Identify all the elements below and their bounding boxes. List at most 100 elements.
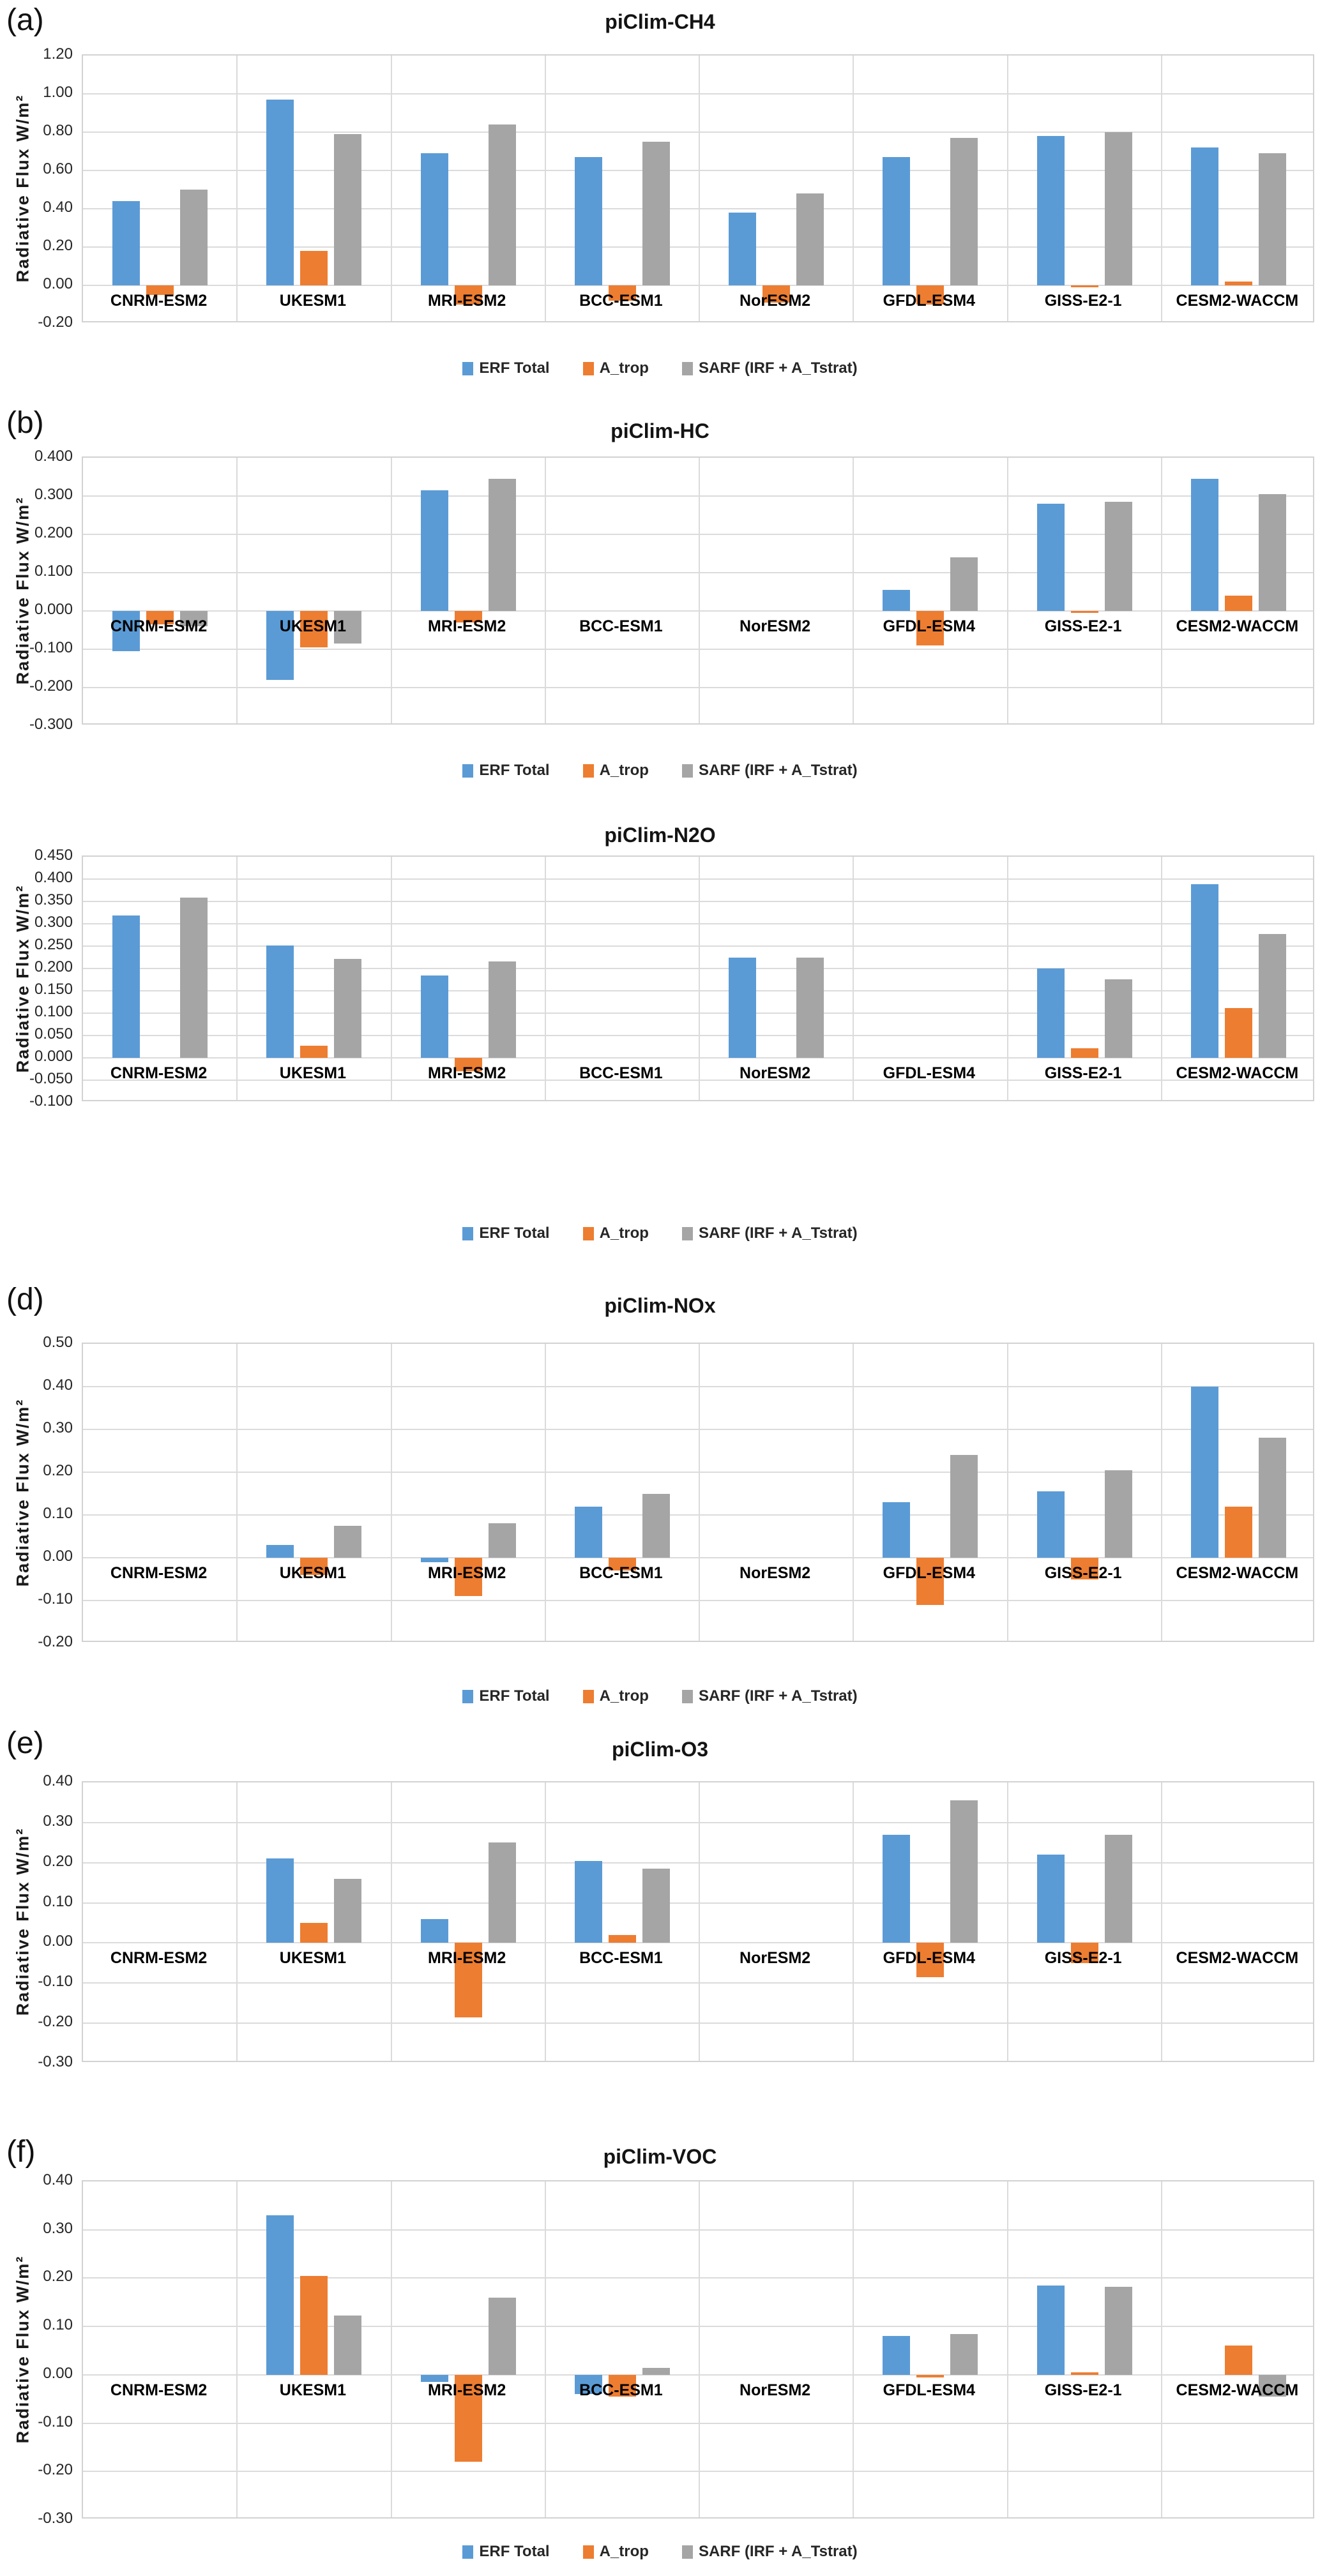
bar-sarf-irf-a-tstrat: [334, 611, 361, 644]
h-gridline: [83, 990, 1313, 991]
bar-a-trop: [609, 1558, 636, 1571]
y-tick-label: 0.30: [43, 1419, 73, 1436]
y-tick-label: 0.40: [43, 1772, 73, 1789]
bar-sarf-irf-a-tstrat: [642, 1869, 670, 1943]
y-tick-label: 0.20: [43, 2268, 73, 2286]
y-tick-label: -0.30: [38, 2510, 73, 2527]
h-gridline: [83, 1514, 1313, 1516]
category-label: CNRM-ESM2: [110, 1064, 208, 1082]
bar-a-trop: [1071, 1558, 1098, 1579]
bar-sarf-irf-a-tstrat: [489, 961, 516, 1058]
category-label: BCC-ESM1: [579, 292, 663, 310]
h-gridline: [83, 2022, 1313, 2024]
legend-item-a-trop: A_trop: [582, 1687, 649, 1705]
h-gridline: [83, 1429, 1313, 1430]
category-label: GFDL-ESM4: [883, 617, 976, 635]
category-separator: [1160, 1344, 1162, 1641]
category-separator: [699, 2181, 700, 2517]
legend-swatch-sarf-irf-a-tstrat: [681, 1226, 693, 1240]
legend-swatch-sarf-irf-a-tstrat: [681, 2545, 693, 2559]
h-gridline: [83, 1013, 1313, 1014]
bar-erf-total: [1037, 1855, 1065, 1943]
h-gridline: [83, 2374, 1313, 2376]
bar-sarf-irf-a-tstrat: [1259, 2374, 1286, 2397]
chart-panel-e: (e) piClim-O3 Radiative Flux W/m² 0.40 0.30 0…: [0, 1711, 1320, 2120]
panel-letter: (a): [6, 3, 44, 37]
bar-sarf-irf-a-tstrat: [334, 959, 361, 1058]
bar-a-trop: [1071, 285, 1098, 287]
category-label: GISS-E2-1: [1044, 617, 1122, 635]
category-label: GFDL-ESM4: [883, 1064, 976, 1082]
h-gridline: [83, 901, 1313, 902]
legend-swatch-a-trop: [582, 361, 594, 375]
category-separator: [1006, 1344, 1008, 1641]
legend-item-erf-total: ERF Total: [462, 762, 550, 780]
chart-panel-c: piClim-N2O Radiative Flux W/m² 0.450 0.400 0…: [0, 785, 1320, 1242]
category-label: MRI-ESM2: [428, 1564, 506, 1582]
h-gridline: [83, 1942, 1313, 1944]
chart-title: piClim-NOx: [604, 1294, 716, 1317]
category-label: MRI-ESM2: [428, 2381, 506, 2399]
y-tick-label: 0.20: [43, 1852, 73, 1870]
category-separator: [236, 458, 238, 723]
h-gridline: [83, 1902, 1313, 1904]
bar-a-trop: [455, 285, 482, 305]
bar-sarf-irf-a-tstrat: [796, 193, 824, 285]
plot-area: [82, 1343, 1314, 1642]
legend-item-a-trop: A_trop: [582, 359, 649, 377]
bar-a-trop: [1225, 1007, 1252, 1058]
category-separator: [544, 857, 546, 1100]
y-tick-label: -0.30: [38, 2053, 73, 2070]
y-tick-label: -0.100: [29, 639, 73, 656]
plot-area: [82, 2180, 1314, 2519]
h-gridline: [83, 93, 1313, 94]
category-separator: [390, 2181, 392, 2517]
h-gridline: [83, 687, 1313, 688]
bar-erf-total: [883, 1834, 910, 1943]
bar-erf-total: [266, 611, 294, 680]
y-tick-label: 0.10: [43, 2316, 73, 2334]
bar-sarf-irf-a-tstrat: [1105, 2287, 1132, 2375]
category-separator: [1160, 56, 1162, 321]
category-separator: [1160, 2181, 1162, 2517]
bar-erf-total: [421, 153, 448, 285]
bar-erf-total: [575, 1506, 602, 1558]
bar-sarf-irf-a-tstrat: [1259, 153, 1286, 285]
bar-a-trop: [300, 2275, 328, 2375]
legend-label-a-trop: A_trop: [599, 1224, 649, 1242]
legend-label-sarf-irf-a-tstrat: SARF (IRF + A_Tstrat): [698, 359, 858, 377]
h-gridline: [83, 572, 1313, 573]
bar-sarf-irf-a-tstrat: [1259, 934, 1286, 1058]
bar-a-trop: [1071, 1943, 1098, 1963]
category-label: CNRM-ESM2: [110, 617, 208, 635]
y-axis-label: Radiative Flux W/m²: [13, 884, 33, 1073]
category-separator: [853, 2181, 854, 2517]
h-gridline: [83, 132, 1313, 133]
bar-sarf-irf-a-tstrat: [796, 958, 824, 1058]
bar-a-trop: [916, 611, 944, 645]
category-separator: [544, 1782, 546, 2061]
bar-sarf-irf-a-tstrat: [1105, 1470, 1132, 1558]
y-tick-label: 0.00: [43, 2364, 73, 2382]
bar-a-trop: [916, 1943, 944, 1977]
legend-label-a-trop: A_trop: [599, 762, 649, 779]
chart-panel-b: (b) piClim-HC Radiative Flux W/m² 0.400 0.30…: [0, 393, 1320, 785]
bar-erf-total: [1037, 1491, 1065, 1558]
category-separator: [1160, 1782, 1162, 2061]
bar-sarf-irf-a-tstrat: [1105, 502, 1132, 611]
bar-sarf-irf-a-tstrat: [180, 190, 208, 285]
legend-item-sarf-irf-a-tstrat: SARF (IRF + A_Tstrat): [681, 762, 858, 780]
legend-swatch-erf-total: [462, 361, 474, 375]
y-tick-label: 0.250: [34, 936, 73, 953]
category-separator: [236, 56, 238, 321]
category-label: MRI-ESM2: [428, 1064, 506, 1082]
category-separator: [699, 56, 700, 321]
bar-sarf-irf-a-tstrat: [180, 898, 208, 1058]
category-label: GISS-E2-1: [1044, 292, 1122, 310]
h-gridline: [83, 534, 1313, 535]
bar-sarf-irf-a-tstrat: [334, 1878, 361, 1943]
legend-item-sarf-irf-a-tstrat: SARF (IRF + A_Tstrat): [681, 2543, 858, 2561]
y-tick-label: 0.000: [34, 601, 73, 618]
legend-swatch-erf-total: [462, 1689, 474, 1703]
